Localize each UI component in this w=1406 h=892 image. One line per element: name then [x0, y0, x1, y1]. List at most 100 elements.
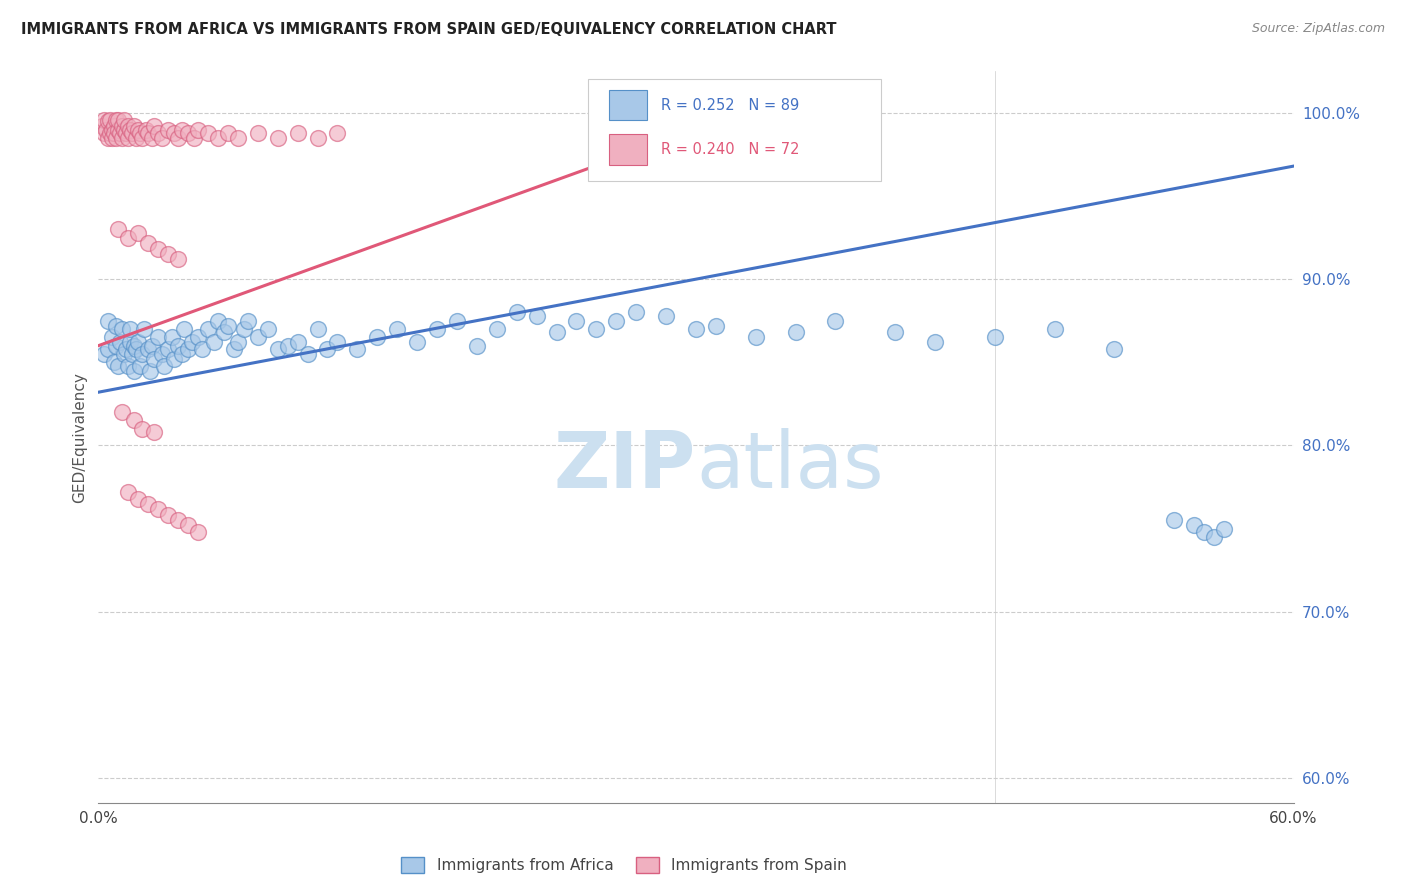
Point — [546, 326, 568, 340]
Point — [136, 342, 159, 356]
Point — [172, 347, 194, 361]
Point — [267, 342, 290, 356]
Point — [97, 114, 120, 128]
Point — [197, 126, 219, 140]
Point — [107, 359, 129, 373]
Point — [107, 112, 129, 127]
Point — [100, 126, 122, 140]
Point — [326, 126, 349, 140]
Point — [139, 363, 162, 377]
Point — [125, 131, 148, 145]
Point — [101, 330, 124, 344]
Point — [120, 322, 142, 336]
Point — [120, 122, 142, 136]
Point — [97, 131, 120, 145]
Point — [924, 335, 946, 350]
Point — [112, 112, 135, 127]
Point — [101, 122, 124, 136]
Point — [135, 122, 157, 136]
Point — [187, 122, 209, 136]
Point — [167, 252, 190, 267]
Point — [177, 126, 200, 140]
Point — [148, 330, 170, 344]
Point — [226, 131, 249, 145]
Point — [153, 359, 176, 373]
Point — [117, 230, 139, 244]
Point — [111, 119, 134, 133]
Point — [207, 314, 229, 328]
Text: IMMIGRANTS FROM AFRICA VS IMMIGRANTS FROM SPAIN GED/EQUIVALENCY CORRELATION CHAR: IMMIGRANTS FROM AFRICA VS IMMIGRANTS FRO… — [21, 22, 837, 37]
Point — [97, 342, 120, 356]
Point — [127, 122, 149, 136]
Point — [148, 501, 170, 516]
Point — [105, 318, 128, 333]
Point — [103, 355, 125, 369]
Point — [131, 131, 153, 145]
Point — [605, 314, 627, 328]
Point — [1102, 342, 1125, 356]
Point — [246, 330, 269, 344]
FancyBboxPatch shape — [609, 135, 647, 165]
Point — [141, 338, 163, 352]
Text: ZIP: ZIP — [554, 428, 696, 504]
Point — [117, 131, 139, 145]
Point — [107, 122, 129, 136]
Point — [157, 122, 180, 136]
Point — [112, 122, 135, 136]
Point — [226, 335, 249, 350]
Point — [157, 342, 180, 356]
Point — [167, 513, 190, 527]
Point — [287, 335, 309, 350]
Point — [183, 131, 205, 145]
Point — [121, 126, 143, 140]
Point — [366, 330, 388, 344]
Point — [110, 335, 132, 350]
Point — [131, 347, 153, 361]
Point — [117, 484, 139, 499]
Point — [207, 131, 229, 145]
Point — [191, 342, 214, 356]
Point — [181, 335, 204, 350]
Point — [134, 322, 156, 336]
Point — [127, 335, 149, 350]
Point — [125, 342, 148, 356]
Point — [1043, 322, 1066, 336]
Point — [124, 338, 146, 352]
Point — [565, 314, 588, 328]
Point — [124, 363, 146, 377]
Point — [346, 342, 368, 356]
Point — [103, 126, 125, 140]
Point — [655, 309, 678, 323]
Point — [127, 491, 149, 506]
Point — [1182, 518, 1205, 533]
Point — [246, 126, 269, 140]
Point — [212, 326, 235, 340]
FancyBboxPatch shape — [609, 90, 647, 120]
Point — [297, 347, 319, 361]
Point — [148, 126, 170, 140]
Point — [117, 359, 139, 373]
Point — [117, 119, 139, 133]
Point — [287, 126, 309, 140]
Point — [160, 330, 183, 344]
Point — [187, 330, 209, 344]
Point — [173, 322, 195, 336]
Point — [232, 322, 254, 336]
Point — [465, 338, 488, 352]
Point — [1163, 513, 1185, 527]
Point — [96, 122, 118, 136]
Point — [326, 335, 349, 350]
Point — [824, 314, 846, 328]
Point — [426, 322, 449, 336]
Point — [129, 126, 152, 140]
Point — [93, 112, 115, 127]
Y-axis label: GED/Equivalency: GED/Equivalency — [72, 372, 87, 502]
Point — [167, 338, 190, 352]
Point — [984, 330, 1007, 344]
Point — [157, 247, 180, 261]
Point — [112, 347, 135, 361]
Point — [222, 342, 245, 356]
Point — [177, 342, 200, 356]
Point — [115, 342, 138, 356]
Point — [267, 131, 290, 145]
